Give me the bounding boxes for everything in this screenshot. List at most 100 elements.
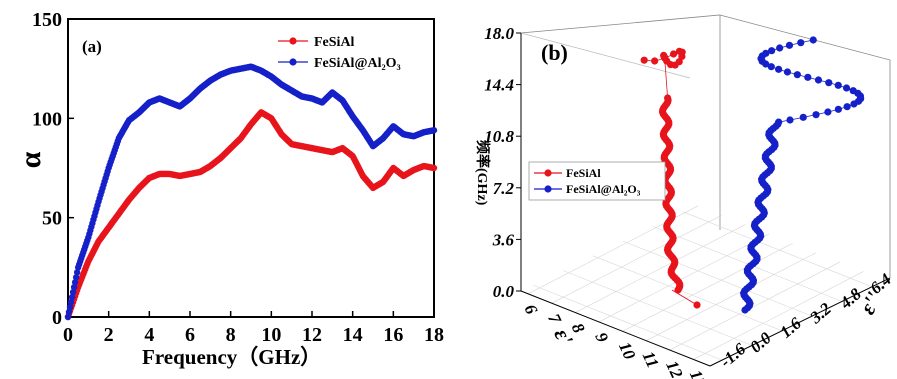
legend-b: FeSiAl FeSiAl@Al₂O₃ xyxy=(528,161,666,201)
x-tick-label: 14 xyxy=(343,324,363,346)
data-point xyxy=(693,301,701,309)
x-tick-label: 7 xyxy=(544,311,565,328)
legend-marker-b-fesial xyxy=(544,169,552,177)
y-axis-ticks-b: -1.60.01.63.24.86.4 xyxy=(716,270,894,372)
axis-lines-b xyxy=(520,33,891,367)
data-point xyxy=(809,36,817,44)
x-axis-label-a: Frequency（GHz） xyxy=(142,345,321,369)
z-tick-label: 14.4 xyxy=(484,76,514,95)
data-point xyxy=(68,293,76,301)
floor-grid-line xyxy=(669,261,840,351)
y-axis-ticks-a: 0 50 100 150 xyxy=(32,9,74,329)
data-point xyxy=(814,76,823,84)
data-point xyxy=(793,71,801,79)
box-frame-b xyxy=(520,14,891,291)
x-tick-label: 9 xyxy=(591,330,612,346)
x-tick-label: 18 xyxy=(424,324,444,346)
x-tick-label: 2 xyxy=(104,324,114,346)
z-tick-label: 10.8 xyxy=(484,127,514,146)
floor-grid-line xyxy=(682,211,873,288)
z-tick-label: 3.6 xyxy=(492,230,515,249)
data-point xyxy=(825,79,833,87)
legend-marker-b-fesial-al2o3 xyxy=(544,185,552,193)
floor-grid-line xyxy=(622,243,793,332)
series-b-fesial-tail xyxy=(671,289,698,306)
x-tick-label: 6 xyxy=(520,301,541,317)
series-fesial xyxy=(64,109,438,321)
y-tick-label: -1.6 xyxy=(716,339,749,371)
x-tick-label: 12 xyxy=(662,358,687,379)
data-point xyxy=(834,81,842,89)
z-tick-label: 0.0 xyxy=(493,282,515,301)
y-tick-label: 150 xyxy=(32,9,62,31)
legend-box-b xyxy=(528,161,666,201)
data-point xyxy=(824,108,832,116)
data-point xyxy=(775,118,783,126)
data-point xyxy=(804,73,812,81)
y-tick-label: 50 xyxy=(42,208,62,230)
floor-grid-line xyxy=(551,214,722,304)
data-point xyxy=(73,269,81,276)
data-point xyxy=(66,303,74,311)
data-point xyxy=(834,105,842,113)
x-tick-label: 16 xyxy=(383,324,403,346)
series-b-fesial-al2o3 xyxy=(740,36,865,314)
data-point xyxy=(661,54,669,62)
series-group-b xyxy=(640,36,865,314)
data-point xyxy=(64,313,72,321)
x-axis-ticks-a: 0 2 4 6 8 10 12 14 16 18 xyxy=(63,311,444,346)
data-point xyxy=(65,308,73,316)
x-tick-label: 4 xyxy=(144,324,154,346)
legend-a: FeSiAl FeSiAl@Al₂O₃ xyxy=(278,35,401,71)
y-tick-label: 0 xyxy=(52,307,62,329)
data-point xyxy=(664,94,672,102)
floor-grid-line xyxy=(532,284,723,361)
y-tick-label: 100 xyxy=(32,108,62,130)
data-point xyxy=(783,68,792,76)
grid-b xyxy=(527,205,873,361)
floor-grid-line xyxy=(598,233,770,323)
data-point xyxy=(651,57,659,65)
x-tick-label: 13 xyxy=(686,367,711,379)
data-point xyxy=(430,127,438,134)
x-tick-label: 8 xyxy=(226,324,236,346)
series-fesial-al2o3 xyxy=(64,63,438,321)
legend-label-fesial: FeSiAl xyxy=(314,35,355,50)
legend-marker-fesial xyxy=(289,37,297,45)
x-axis-label-b: ε' xyxy=(549,324,578,348)
data-point xyxy=(67,298,75,306)
x-tick-label: 10 xyxy=(261,324,281,346)
data-point xyxy=(675,47,684,55)
data-point xyxy=(775,65,783,73)
z-tick-label: 7.2 xyxy=(493,179,515,198)
data-point xyxy=(776,44,784,52)
data-point xyxy=(849,87,857,95)
data-point xyxy=(669,50,678,58)
floor-grid-line xyxy=(652,226,843,302)
data-point xyxy=(762,49,770,57)
panel-label-a: (a) xyxy=(82,37,102,56)
x-tick-label: 10 xyxy=(615,339,640,363)
x-tick-label: 11 xyxy=(639,348,663,371)
legend-label-b-fesial: FeSiAl xyxy=(566,166,601,180)
x-tick-label: 0 xyxy=(63,324,73,346)
data-point xyxy=(72,274,80,281)
y-tick-label: 3.2 xyxy=(806,299,836,328)
data-point xyxy=(786,116,794,124)
x-tick-label: 12 xyxy=(302,324,322,346)
data-point xyxy=(843,103,851,111)
data-point xyxy=(69,288,77,296)
x-tick-label: 6 xyxy=(185,324,195,346)
y-axis-label-a: α xyxy=(14,151,47,168)
data-point xyxy=(797,39,805,47)
z-axis-label-b: 频率(GHz) xyxy=(474,140,491,206)
z-axis-ticks-b: 0.0 3.6 7.2 10.8 14.4 18.0 xyxy=(484,24,521,301)
series-group-a xyxy=(64,63,438,321)
data-point xyxy=(768,47,776,55)
data-point xyxy=(767,63,775,71)
y-tick-label: 1.6 xyxy=(776,313,805,342)
data-point xyxy=(640,56,648,64)
